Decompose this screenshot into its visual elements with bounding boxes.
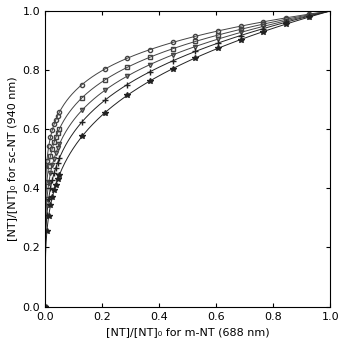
X-axis label: [NT]/[NT]₀ for m-NT (688 nm): [NT]/[NT]₀ for m-NT (688 nm) xyxy=(106,327,270,337)
Y-axis label: [NT]/[NT]₀ for sc-NT (940 nm): [NT]/[NT]₀ for sc-NT (940 nm) xyxy=(7,76,17,241)
